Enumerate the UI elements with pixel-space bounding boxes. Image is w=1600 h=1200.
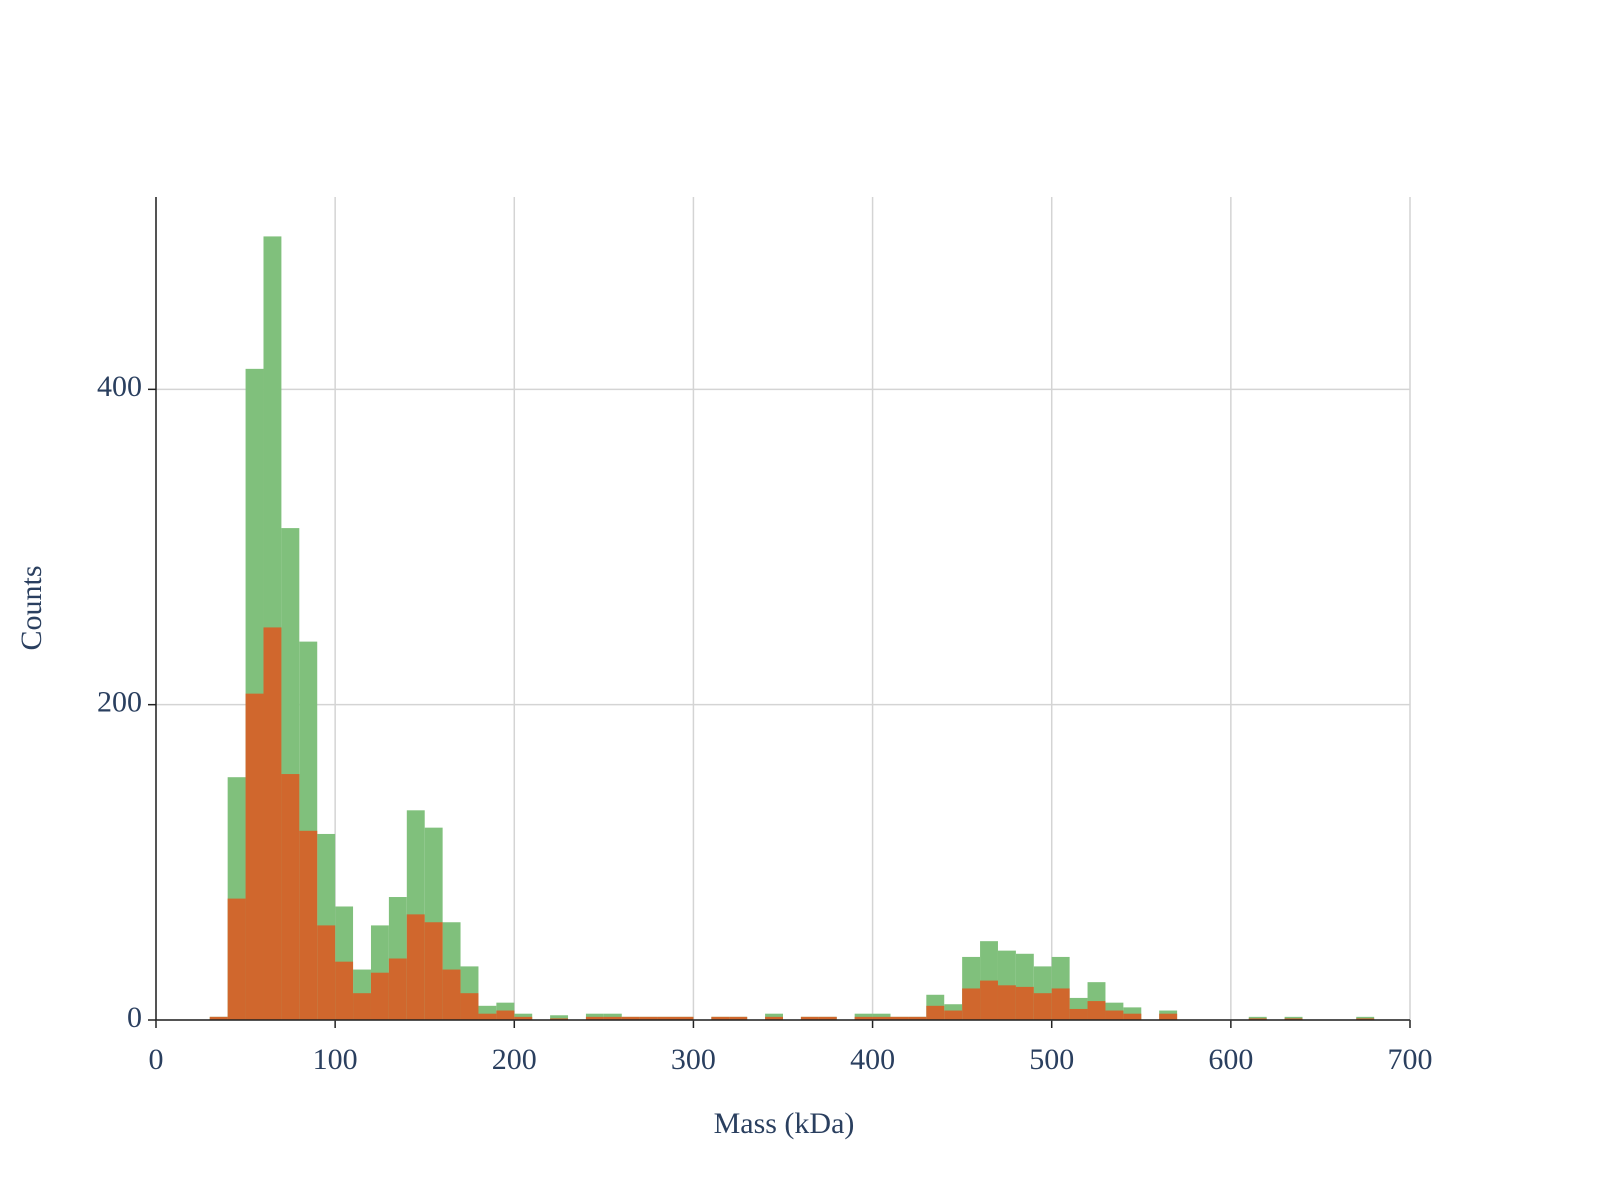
bar xyxy=(263,627,282,1020)
bar xyxy=(1248,1016,1267,1020)
bar xyxy=(1087,1001,1106,1020)
bar xyxy=(729,1016,748,1020)
bar xyxy=(370,972,389,1020)
bar xyxy=(621,1016,640,1020)
bar xyxy=(550,1018,569,1020)
x-tick-label: 600 xyxy=(1208,1043,1253,1076)
y-tick-label: 200 xyxy=(97,686,142,719)
bar xyxy=(1356,1016,1375,1020)
bar xyxy=(854,1016,873,1020)
bar xyxy=(1284,1016,1303,1020)
bar xyxy=(550,1015,569,1020)
bar xyxy=(424,922,443,1020)
bar xyxy=(496,1010,515,1020)
bar xyxy=(335,961,354,1020)
bar xyxy=(1069,1008,1088,1020)
bar xyxy=(1051,988,1070,1020)
bar xyxy=(299,830,318,1020)
bar xyxy=(442,969,461,1020)
bar xyxy=(317,925,336,1020)
bar xyxy=(997,985,1016,1020)
bar xyxy=(675,1016,694,1020)
bar xyxy=(585,1016,604,1020)
bar xyxy=(209,1016,228,1020)
bar xyxy=(890,1016,909,1020)
bar xyxy=(227,898,246,1020)
bar xyxy=(406,914,425,1020)
x-tick-label: 500 xyxy=(1029,1043,1074,1076)
bar xyxy=(944,1010,963,1020)
y-tick-label: 400 xyxy=(97,370,142,403)
bar xyxy=(1015,986,1034,1020)
bar xyxy=(800,1016,819,1020)
bar xyxy=(1033,993,1052,1020)
bar xyxy=(478,1013,497,1020)
x-tick-label: 200 xyxy=(492,1043,537,1076)
bar xyxy=(926,1005,945,1020)
bar xyxy=(872,1016,891,1020)
x-tick-label: 400 xyxy=(850,1043,895,1076)
y-tick-label: 0 xyxy=(127,1001,142,1034)
bar xyxy=(639,1016,658,1020)
x-tick-label: 0 xyxy=(149,1043,164,1076)
bar xyxy=(818,1016,837,1020)
bar xyxy=(657,1016,676,1020)
bar xyxy=(765,1016,783,1020)
x-axis-label: Mass (kDa) xyxy=(714,1107,855,1140)
x-tick-label: 700 xyxy=(1388,1043,1433,1076)
bar xyxy=(281,774,300,1020)
bar xyxy=(1248,1018,1267,1020)
bar xyxy=(908,1016,927,1020)
bar xyxy=(353,993,371,1020)
bar xyxy=(388,958,407,1020)
bar xyxy=(245,693,264,1020)
bar xyxy=(1284,1018,1303,1020)
bar xyxy=(603,1016,622,1020)
bar xyxy=(711,1016,730,1020)
bar xyxy=(980,980,998,1020)
bar xyxy=(460,993,479,1020)
bar xyxy=(514,1016,533,1020)
x-tick-label: 100 xyxy=(313,1043,358,1076)
bar xyxy=(1105,1010,1124,1020)
x-tick-label: 300 xyxy=(671,1043,716,1076)
bar xyxy=(1356,1018,1375,1020)
bar xyxy=(962,988,981,1020)
bar xyxy=(1159,1013,1178,1020)
bar xyxy=(1123,1013,1142,1020)
y-axis-label: Counts xyxy=(15,565,48,650)
